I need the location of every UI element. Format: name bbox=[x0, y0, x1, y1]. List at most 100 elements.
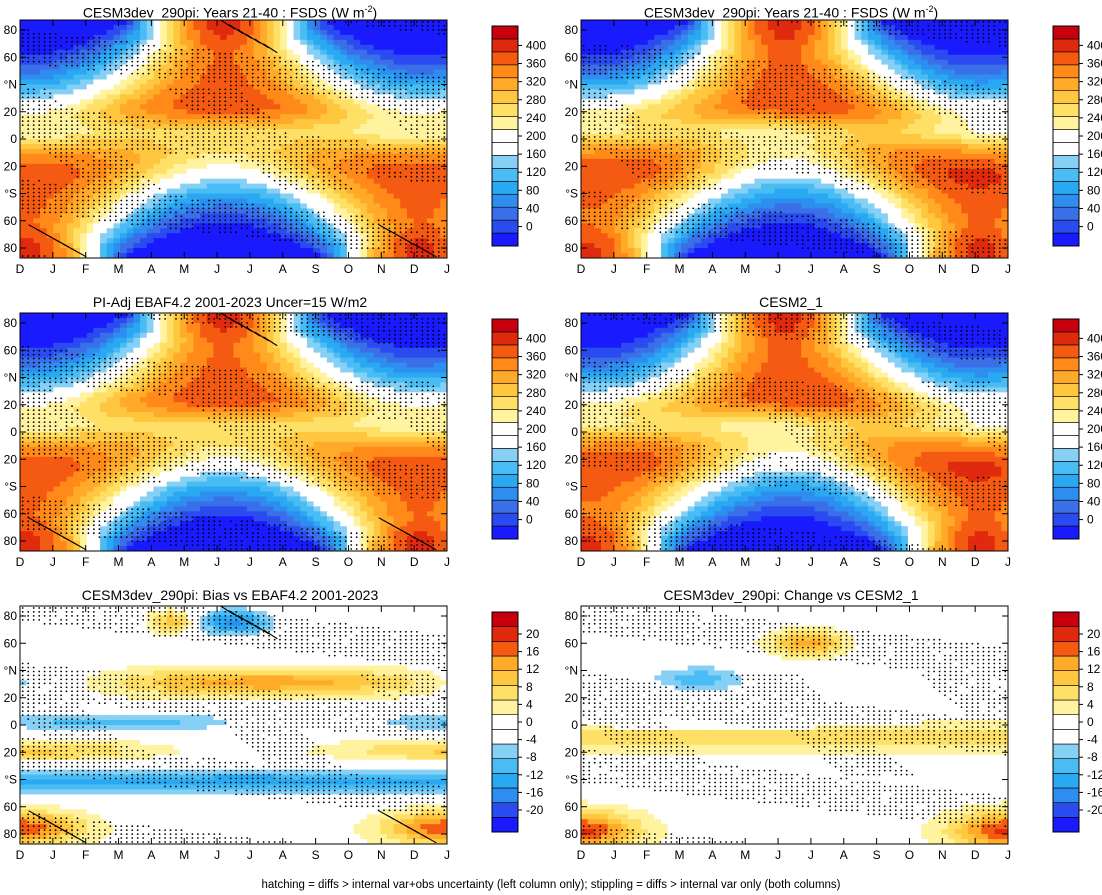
stipple-dot bbox=[251, 132, 254, 135]
field-cell bbox=[80, 20, 88, 26]
field-cell bbox=[133, 238, 141, 244]
field-cell bbox=[280, 54, 288, 61]
field-cell bbox=[393, 129, 401, 135]
field-cell bbox=[260, 143, 268, 150]
field-cell bbox=[306, 104, 315, 110]
stipple-dot bbox=[49, 191, 51, 194]
stipple-dot bbox=[142, 148, 145, 150]
stipple-dot bbox=[125, 64, 128, 67]
stipple-dot bbox=[416, 92, 418, 95]
stipple-dot bbox=[229, 128, 232, 131]
field-cell bbox=[280, 104, 288, 110]
stipple-dot bbox=[432, 167, 435, 170]
stipple-dot bbox=[333, 21, 336, 23]
field-cell bbox=[360, 99, 368, 105]
field-cell bbox=[73, 29, 81, 36]
stipple-dot bbox=[405, 116, 407, 119]
field-cell bbox=[180, 223, 188, 229]
field-cell bbox=[393, 233, 401, 239]
field-cell bbox=[233, 94, 241, 100]
field-cell bbox=[53, 74, 61, 81]
field-cell bbox=[406, 20, 415, 26]
field-cell bbox=[333, 168, 341, 175]
field-cell bbox=[100, 158, 108, 165]
field-cell bbox=[286, 253, 295, 258]
stipple-dot bbox=[224, 155, 227, 158]
field-cell bbox=[400, 213, 408, 219]
field-cell bbox=[153, 203, 161, 210]
field-cell bbox=[26, 99, 34, 105]
field-cell bbox=[100, 208, 108, 214]
field-cell bbox=[66, 233, 74, 239]
stipple-dot bbox=[388, 84, 391, 87]
field-cell bbox=[66, 218, 74, 224]
field-cell bbox=[133, 89, 141, 95]
field-cell bbox=[213, 203, 221, 210]
field-cell bbox=[106, 34, 114, 41]
stipple-dot bbox=[104, 128, 106, 131]
field-cell bbox=[26, 163, 34, 170]
stipple-dot bbox=[98, 116, 101, 119]
field-cell bbox=[133, 34, 141, 41]
stipple-dot bbox=[65, 108, 68, 111]
field-cell bbox=[33, 233, 41, 239]
stipple-dot bbox=[383, 25, 385, 27]
stipple-dot bbox=[93, 187, 95, 190]
field-cell bbox=[326, 44, 335, 51]
field-cell bbox=[53, 139, 61, 145]
stipple-dot bbox=[27, 183, 30, 186]
stipple-dot bbox=[394, 171, 396, 174]
field-cell bbox=[60, 233, 68, 239]
stipple-dot bbox=[76, 132, 79, 135]
field-cell bbox=[306, 124, 315, 130]
stipple-dot bbox=[87, 207, 90, 210]
field-cell bbox=[246, 20, 255, 26]
stipple-dot bbox=[71, 60, 73, 63]
stipple-dot bbox=[224, 211, 227, 214]
field-cell bbox=[186, 198, 195, 205]
stipple-dot bbox=[377, 88, 380, 91]
field-cell bbox=[180, 188, 188, 195]
field-cell bbox=[293, 198, 301, 205]
field-cell bbox=[246, 139, 255, 145]
stipple-dot bbox=[213, 144, 216, 146]
field-cell bbox=[280, 193, 288, 200]
field-cell bbox=[440, 104, 447, 110]
stipple-dot bbox=[372, 76, 374, 79]
field-cell bbox=[333, 84, 341, 91]
field-cell bbox=[420, 29, 428, 36]
field-cell bbox=[40, 183, 48, 190]
field-cell bbox=[46, 24, 54, 31]
field-cell bbox=[420, 104, 428, 110]
stipple-dot bbox=[114, 155, 117, 158]
field-cell bbox=[66, 143, 74, 150]
stipple-dot bbox=[262, 128, 265, 131]
stipple-dot bbox=[98, 56, 101, 59]
field-cell bbox=[393, 228, 401, 234]
field-cell bbox=[280, 29, 288, 36]
field-cell bbox=[66, 238, 74, 244]
stipple-dot bbox=[76, 167, 79, 170]
field-cell bbox=[220, 20, 228, 26]
stipple-dot bbox=[120, 159, 123, 162]
field-cell bbox=[73, 203, 81, 210]
field-cell bbox=[440, 148, 447, 155]
field-cell bbox=[373, 208, 381, 214]
field-cell bbox=[126, 228, 135, 234]
field-cell bbox=[20, 198, 28, 205]
stipple-dot bbox=[322, 179, 325, 182]
field-cell bbox=[386, 193, 395, 200]
field-cell bbox=[220, 129, 228, 135]
stipple-dot bbox=[54, 64, 57, 67]
field-cell bbox=[233, 79, 241, 86]
field-cell bbox=[360, 188, 368, 195]
field-cell bbox=[413, 59, 421, 66]
field-cell bbox=[180, 139, 188, 145]
field-cell bbox=[393, 74, 401, 81]
field-cell bbox=[313, 198, 321, 205]
field-cell bbox=[286, 54, 295, 61]
field-cell bbox=[66, 109, 74, 115]
field-cell bbox=[386, 233, 395, 239]
stipple-dot bbox=[218, 211, 221, 214]
field-cell bbox=[113, 104, 121, 110]
